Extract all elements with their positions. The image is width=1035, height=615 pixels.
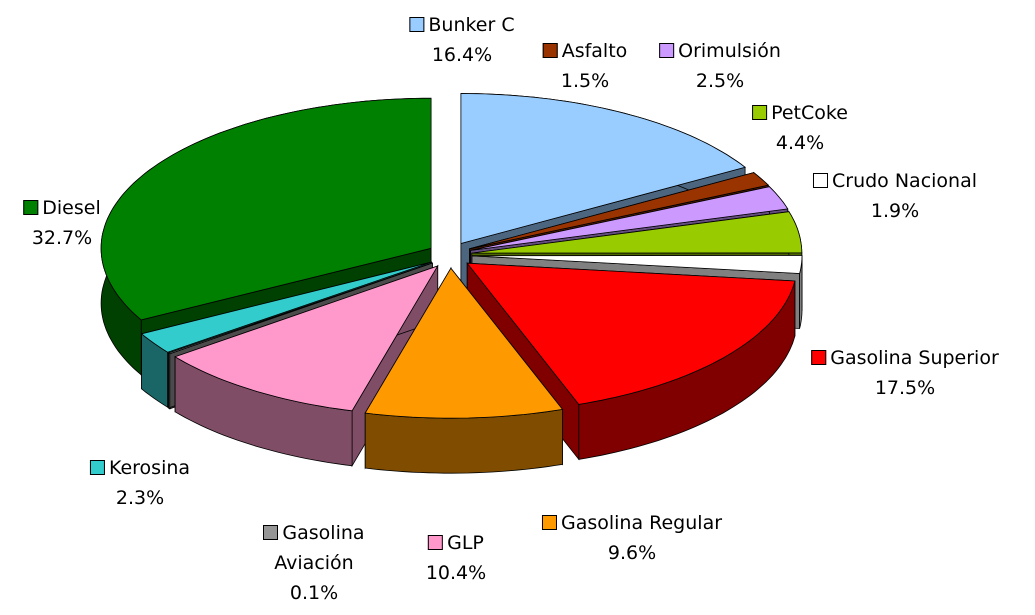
legend-swatch (89, 460, 105, 475)
slice-side (168, 352, 171, 410)
slice-label: Diesel 32.7% (23, 193, 101, 253)
legend-swatch (811, 350, 827, 365)
slice-label: Crudo Nacional 1.9% (812, 166, 978, 226)
slice-name: Gasolina Superior (830, 347, 999, 369)
slice-label-head: Bunker C (409, 10, 515, 40)
slice-label-head: PetCoke (752, 98, 848, 128)
slice-value: 2.5% (695, 70, 745, 92)
slice-name: PetCoke (771, 102, 848, 124)
slice-label-head: GLP (426, 528, 486, 558)
legend-swatch (812, 173, 828, 188)
slice-value: 1.5% (560, 70, 610, 92)
slice-label: Asfalto 1.5% (542, 36, 628, 96)
slice (167, 262, 433, 355)
slice-value: 1.9% (870, 200, 920, 222)
slice-name: GLP (447, 532, 484, 554)
slice-label-head: Orimulsión (659, 36, 781, 66)
legend-swatch (428, 535, 444, 550)
slice (466, 262, 796, 405)
slice-name: Diesel (42, 197, 101, 219)
slice-label: Gasolina Superior 17.5% (811, 343, 999, 403)
slice-label: Kerosina 2.3% (89, 453, 191, 513)
slice-label-head: Gasolina Aviación (244, 518, 384, 578)
slice-label-head: Asfalto (542, 36, 628, 66)
slice-value: 16.4% (431, 44, 493, 66)
slice-label: Gasolina Regular 9.6% (541, 508, 723, 568)
slice-label-head: Crudo Nacional (812, 166, 978, 196)
slice (174, 265, 439, 412)
legend-swatch (23, 200, 39, 215)
slice-label: Gasolina Aviación 0.1% (244, 518, 384, 608)
legend-swatch (542, 43, 558, 58)
slice-label-head: Gasolina Regular (541, 508, 723, 538)
slice-value: 0.1% (289, 582, 339, 604)
slice-label-head: Diesel (23, 193, 101, 223)
legend-swatch (263, 525, 279, 540)
legend-swatch (752, 105, 768, 120)
slice-value: 10.4% (425, 562, 487, 584)
slice (471, 255, 803, 274)
slice (460, 93, 746, 245)
slice (470, 186, 789, 251)
legend-swatch (659, 43, 675, 58)
slice-label: PetCoke 4.4% (752, 98, 848, 158)
slice-name: Gasolina Aviación (274, 522, 365, 574)
slice-value: 9.6% (607, 542, 657, 564)
slice (100, 97, 432, 321)
slice-label-head: Gasolina Superior (811, 343, 999, 373)
slice-side (364, 408, 563, 474)
slice-label-head: Kerosina (89, 453, 191, 483)
slice-name: Gasolina Regular (560, 512, 723, 534)
slice-value: 32.7% (31, 227, 93, 249)
slice-value: 17.5% (874, 377, 936, 399)
slice-name: Asfalto (561, 40, 628, 62)
slice-name: Kerosina (108, 457, 191, 479)
slice-label: Orimulsión 2.5% (659, 36, 781, 96)
slice-name: Bunker C (428, 14, 515, 36)
slice-value: 2.3% (115, 487, 165, 509)
legend-swatch (409, 17, 425, 32)
slice-label: Bunker C 16.4% (409, 10, 515, 70)
legend-swatch (541, 515, 557, 530)
slice-name: Orimulsión (678, 40, 781, 62)
slice (471, 211, 803, 254)
slice (364, 267, 564, 419)
slice-value: 4.4% (775, 132, 825, 154)
slice (140, 261, 432, 353)
slice (469, 172, 770, 250)
slice-name: Crudo Nacional (831, 170, 978, 192)
slice-label: GLP 10.4% (426, 528, 486, 588)
